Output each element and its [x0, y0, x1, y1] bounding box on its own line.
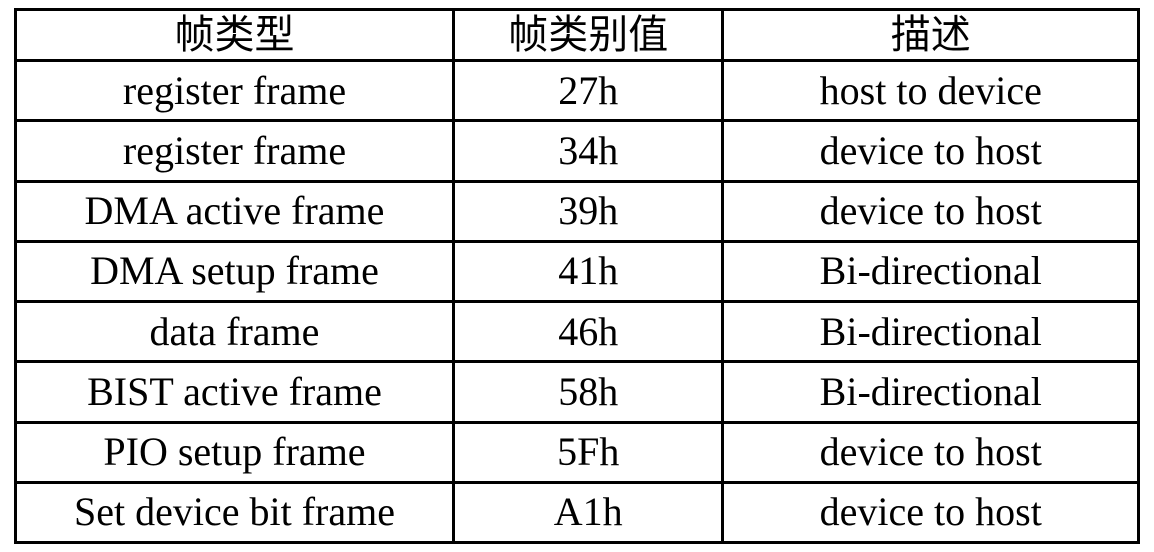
cell-frame-type: register frame	[16, 121, 454, 181]
cell-frame-type: data frame	[16, 302, 454, 362]
table-row: BIST active frame 58h Bi-directional	[16, 362, 1139, 422]
table-row: register frame 27h host to device	[16, 61, 1139, 121]
cell-frame-type: Set device bit frame	[16, 482, 454, 542]
table-row: DMA setup frame 41h Bi-directional	[16, 241, 1139, 301]
cell-frame-value: A1h	[453, 482, 723, 542]
frame-type-table-container: 帧类型 帧类别值 描述 register frame 27h host to d…	[0, 0, 1154, 552]
cell-frame-value: 39h	[453, 181, 723, 241]
frame-type-table: 帧类型 帧类别值 描述 register frame 27h host to d…	[14, 8, 1140, 544]
cell-frame-value: 27h	[453, 61, 723, 121]
col-header-frame-value: 帧类别值	[453, 10, 723, 61]
cell-frame-value: 58h	[453, 362, 723, 422]
cell-description: Bi-directional	[723, 362, 1139, 422]
table-row: register frame 34h device to host	[16, 121, 1139, 181]
cell-frame-type: DMA active frame	[16, 181, 454, 241]
table-row: Set device bit frame A1h device to host	[16, 482, 1139, 542]
cell-frame-value: 46h	[453, 302, 723, 362]
cell-frame-type: register frame	[16, 61, 454, 121]
col-header-description: 描述	[723, 10, 1139, 61]
cell-description: Bi-directional	[723, 302, 1139, 362]
cell-frame-type: DMA setup frame	[16, 241, 454, 301]
table-header-row: 帧类型 帧类别值 描述	[16, 10, 1139, 61]
table-row: data frame 46h Bi-directional	[16, 302, 1139, 362]
cell-frame-type: BIST active frame	[16, 362, 454, 422]
cell-description: device to host	[723, 121, 1139, 181]
cell-description: device to host	[723, 181, 1139, 241]
cell-frame-value: 5Fh	[453, 422, 723, 482]
cell-description: device to host	[723, 482, 1139, 542]
cell-description: host to device	[723, 61, 1139, 121]
col-header-frame-type: 帧类型	[16, 10, 454, 61]
cell-frame-type: PIO setup frame	[16, 422, 454, 482]
cell-frame-value: 34h	[453, 121, 723, 181]
cell-frame-value: 41h	[453, 241, 723, 301]
cell-description: Bi-directional	[723, 241, 1139, 301]
table-row: PIO setup frame 5Fh device to host	[16, 422, 1139, 482]
table-row: DMA active frame 39h device to host	[16, 181, 1139, 241]
cell-description: device to host	[723, 422, 1139, 482]
